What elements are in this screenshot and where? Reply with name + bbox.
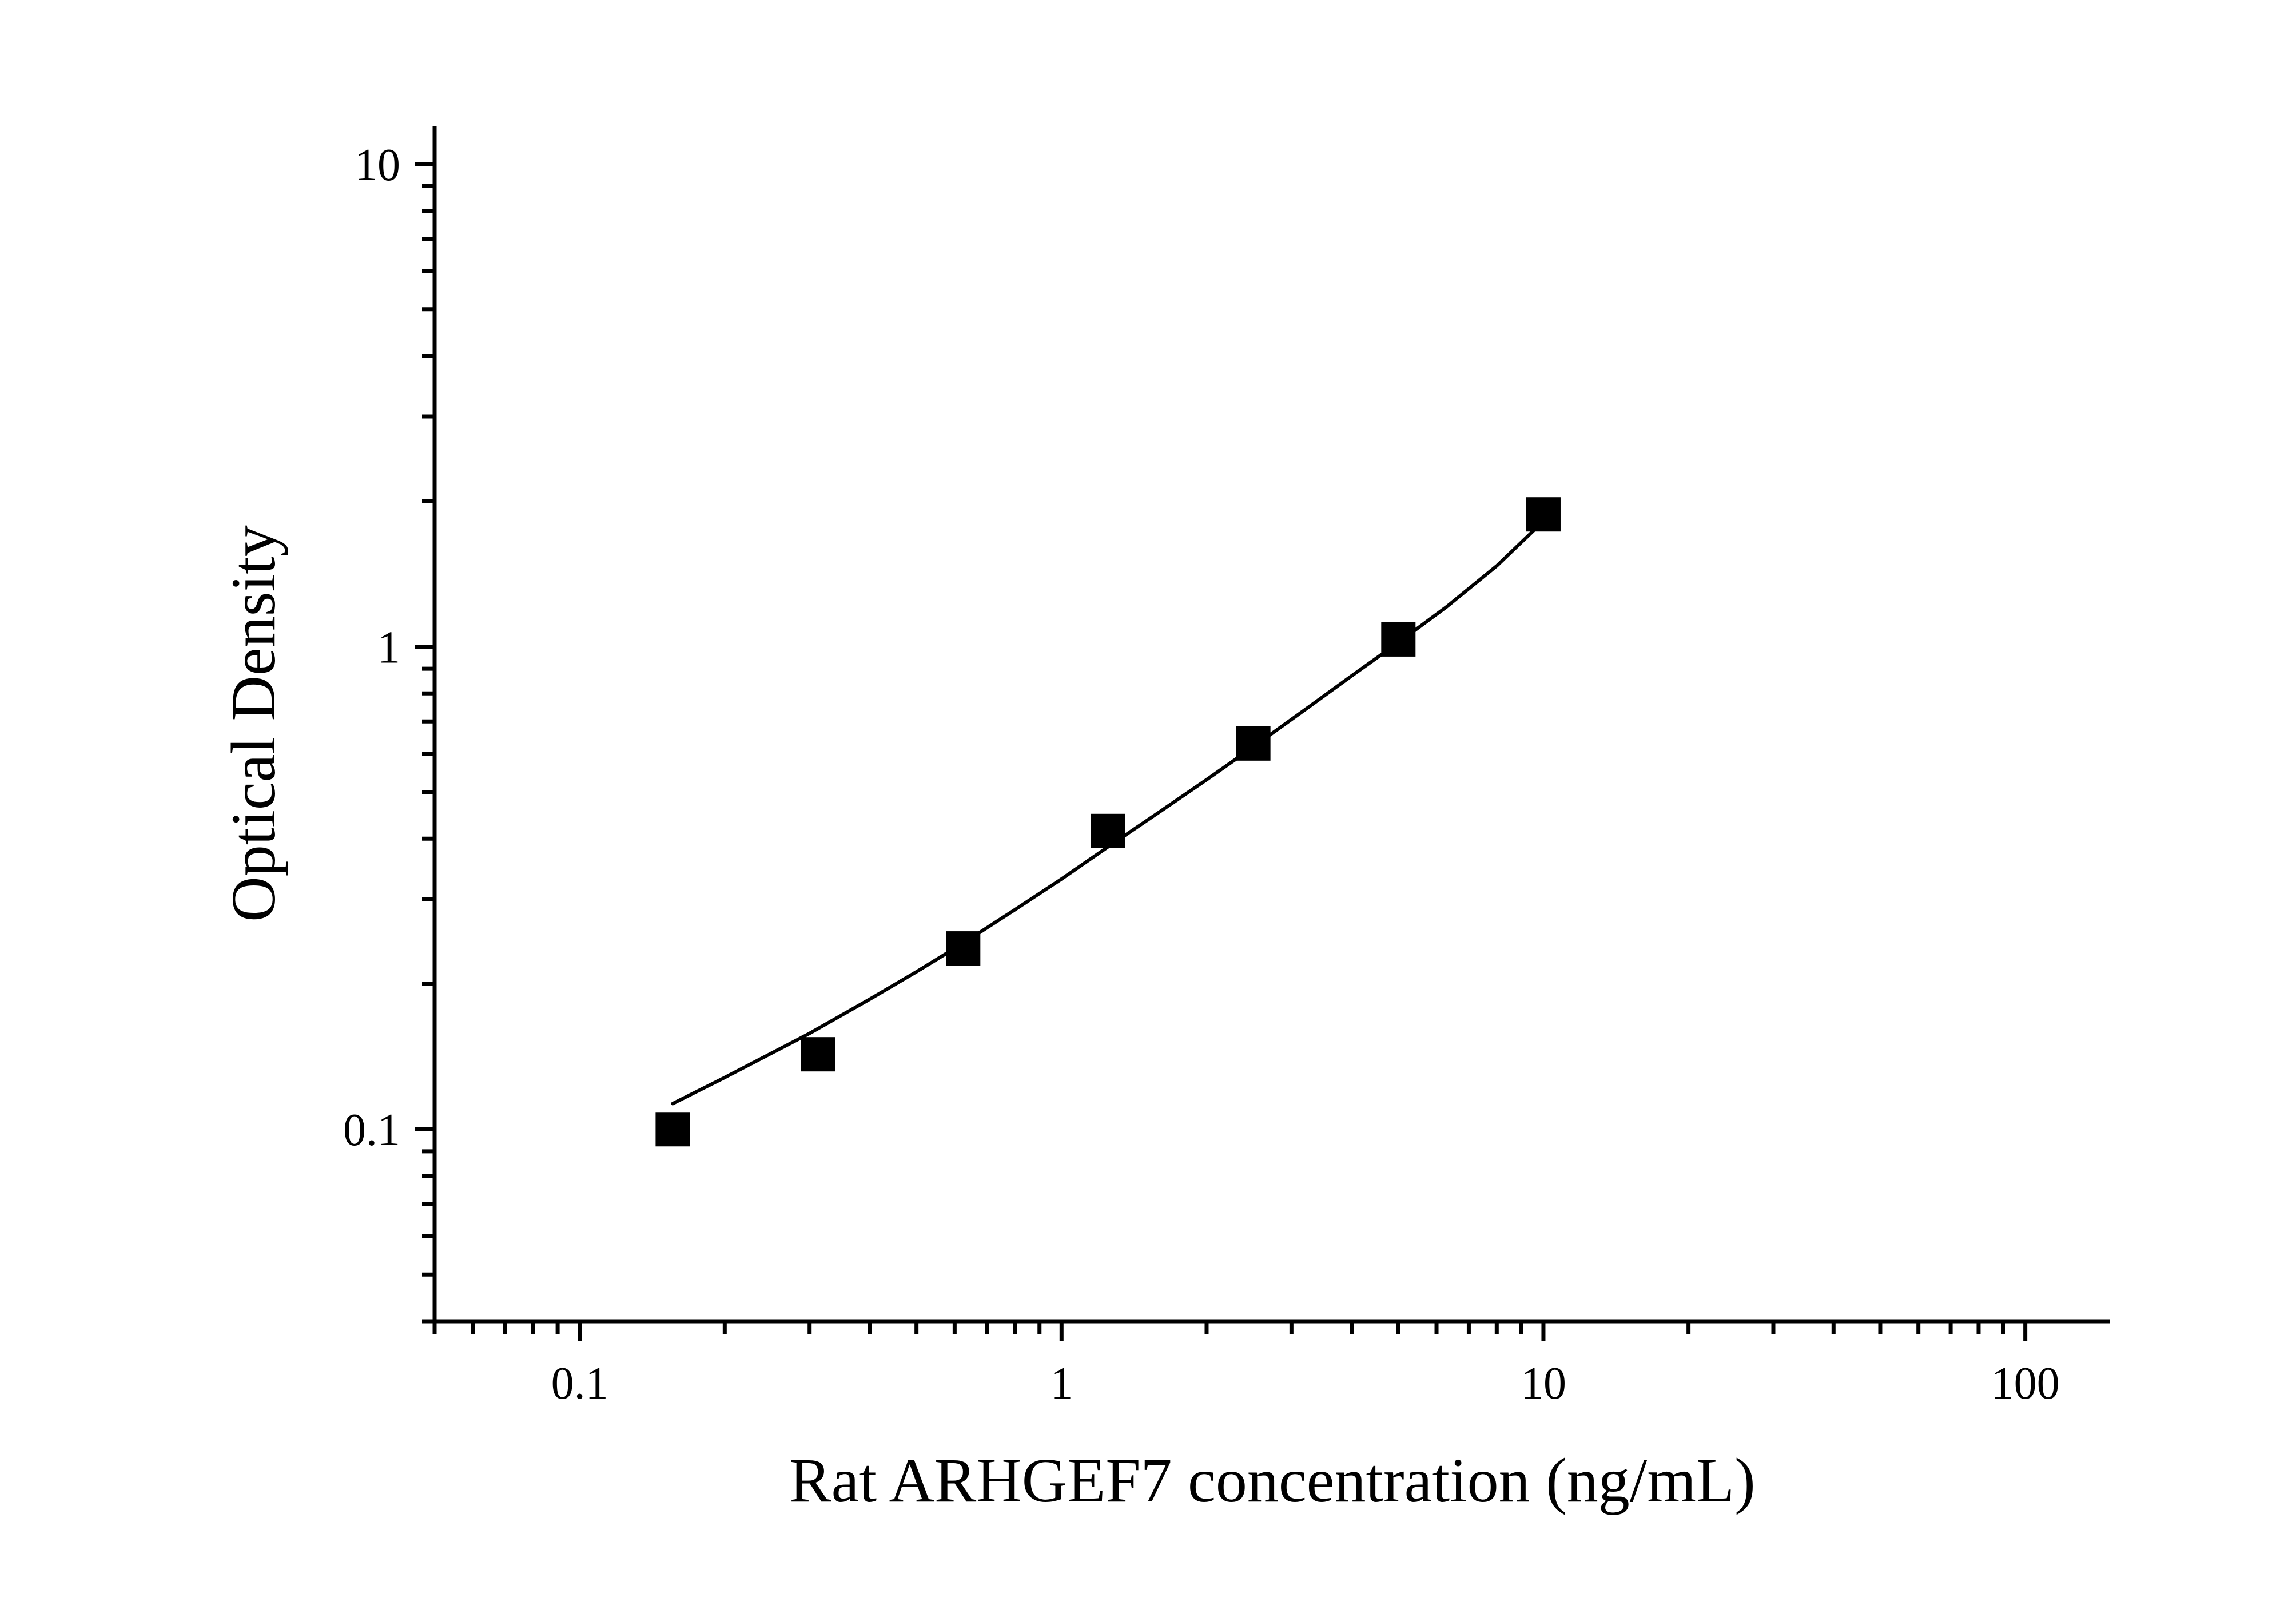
- x-tick-label: 10: [1521, 1358, 1566, 1409]
- data-marker: [1526, 497, 1561, 531]
- data-marker: [1091, 814, 1125, 848]
- data-marker: [1381, 622, 1415, 657]
- data-marker: [946, 931, 980, 966]
- x-axis-label: Rat ARHGEF7 concentration (ng/mL): [789, 1445, 1755, 1515]
- y-axis-label: Optical Density: [218, 525, 288, 921]
- y-tick-label: 0.1: [343, 1105, 400, 1155]
- y-tick-label: 1: [377, 623, 400, 673]
- scatter-chart: 0.1 1 10 100 0.1 1 10 Rat ARHGEF7 concentration…: [0, 0, 2296, 1605]
- data-marker: [1236, 726, 1271, 761]
- y-tick-label: 10: [355, 140, 400, 190]
- x-tick-label: 0.1: [551, 1358, 608, 1409]
- chart-container: 0.1 1 10 100 0.1 1 10 Rat ARHGEF7 concentration…: [0, 0, 2296, 1605]
- data-marker: [655, 1112, 690, 1146]
- x-tick-label: 100: [1991, 1358, 2060, 1409]
- x-tick-label: 1: [1050, 1358, 1073, 1409]
- data-marker: [801, 1037, 835, 1071]
